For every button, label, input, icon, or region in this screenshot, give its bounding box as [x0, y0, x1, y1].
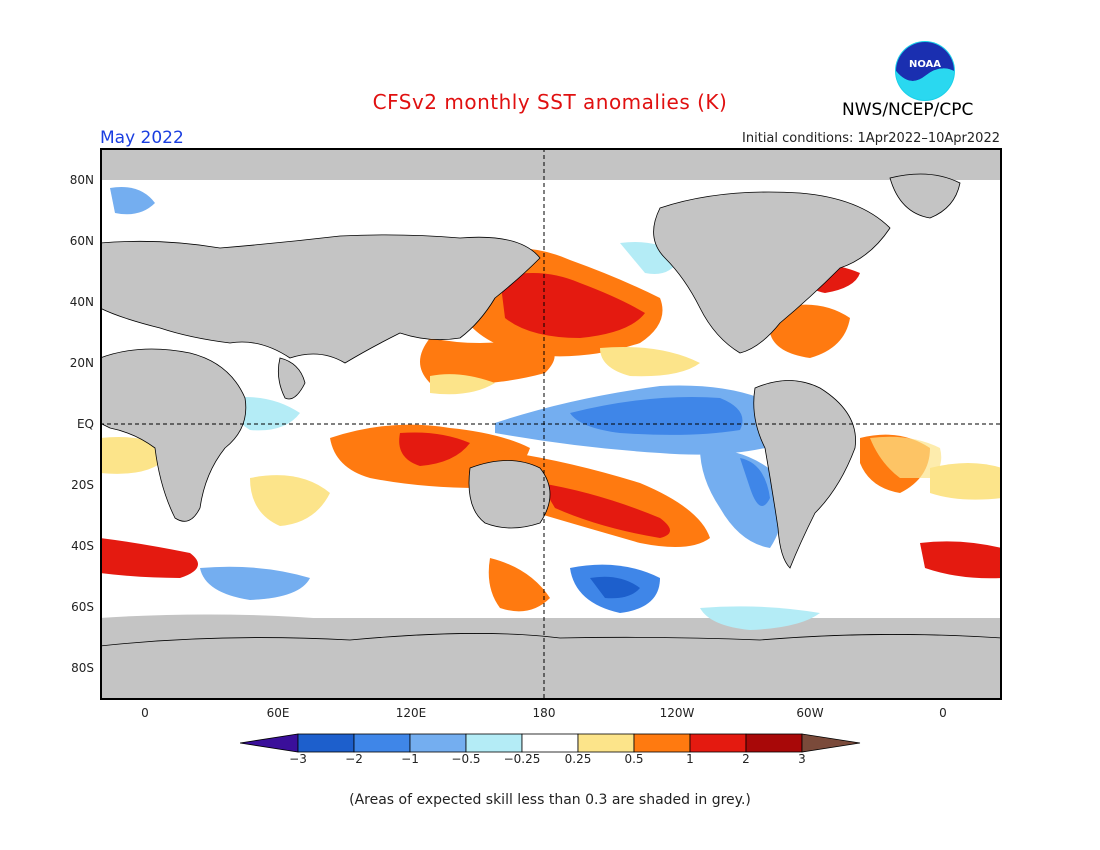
colorbar-label: 2 — [742, 752, 750, 766]
india-land — [277, 357, 306, 400]
x-tick-label: 0 — [939, 706, 947, 720]
y-tick-label: 60S — [71, 600, 94, 614]
y-tick-label: 40N — [69, 295, 94, 309]
colorbar-low-arrow — [240, 733, 299, 753]
y-tick-label: 20N — [69, 356, 94, 370]
colorbar-swatch — [577, 733, 635, 753]
noaa-logo: NOAA — [895, 41, 955, 101]
initial-conditions-label: Initial conditions: 1Apr2022–10Apr2022 — [742, 131, 1000, 146]
south-america-land — [753, 380, 856, 569]
noaa-logo-text: NOAA — [909, 59, 941, 70]
agency-label: NWS/NCEP/CPC — [842, 100, 974, 120]
skill-note: (Areas of expected skill less than 0.3 a… — [349, 792, 751, 808]
x-tick-label: 120E — [395, 706, 427, 720]
colorbar-label: −0.5 — [451, 752, 481, 766]
x-tick-label: 60W — [796, 706, 824, 720]
colorbar-label: 0.25 — [564, 752, 592, 766]
colorbar-swatch — [689, 733, 747, 753]
colorbar-swatch — [297, 733, 355, 753]
x-tick-label: 60E — [266, 706, 290, 720]
x-tick-label: 120W — [659, 706, 695, 720]
y-tick-label: 80S — [71, 661, 94, 675]
colorbar-swatch — [465, 733, 523, 753]
colorbar-label: −1 — [401, 752, 419, 766]
colorbar-swatch — [633, 733, 691, 753]
colorbar-label: −2 — [345, 752, 363, 766]
y-tick-label: 40S — [71, 539, 94, 553]
cool-anomaly-regions — [110, 187, 820, 630]
y-tick-label: 60N — [69, 234, 94, 248]
colorbar-swatch — [521, 733, 579, 753]
colorbar-swatch — [745, 733, 803, 753]
y-tick-label: EQ — [76, 417, 94, 431]
colorbar-swatch — [409, 733, 467, 753]
antarctica-outline — [100, 633, 1002, 700]
y-tick-label: 80N — [69, 173, 94, 187]
chart-title: CFSv2 monthly SST anomalies (K) — [372, 90, 728, 114]
north-america-land — [653, 191, 891, 354]
land-masses — [100, 173, 1002, 700]
colorbar-label: 3 — [798, 752, 806, 766]
greenland-land — [889, 173, 961, 219]
colorbar-high-arrow — [801, 733, 861, 753]
africa-land — [100, 348, 247, 522]
eurasia-land — [100, 234, 541, 364]
colorbar — [240, 733, 861, 753]
colorbar-swatch — [353, 733, 411, 753]
colorbar-label: 0.5 — [624, 752, 644, 766]
map-frame — [100, 148, 1002, 700]
sst-anomaly-map — [100, 148, 1002, 700]
x-tick-label: 180 — [532, 706, 556, 720]
colorbar-label: −0.25 — [503, 752, 541, 766]
colorbar-label: −3 — [289, 752, 307, 766]
y-tick-label: 20S — [71, 478, 94, 492]
australia-land — [468, 460, 551, 529]
x-tick-label: 0 — [141, 706, 149, 720]
month-label: May 2022 — [100, 128, 184, 148]
colorbar-label: 1 — [686, 752, 694, 766]
